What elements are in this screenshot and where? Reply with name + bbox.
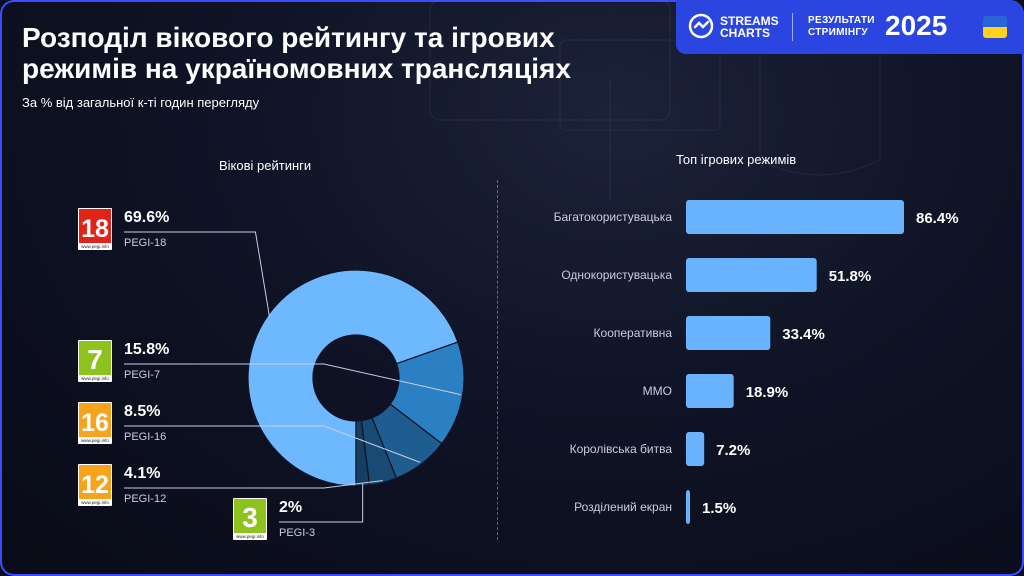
age-ratings-title: Вікові рейтинги — [219, 158, 312, 173]
results-label: РЕЗУЛЬТАТИ СТРИМІНГУ — [808, 15, 875, 39]
page-title: Розподіл вікового рейтингу та ігрових ре… — [22, 22, 571, 84]
age-rating-label: PEGI-3 — [279, 527, 315, 539]
leader-line — [124, 231, 270, 317]
pegi-badge-caption: www.pegi.info — [236, 534, 264, 539]
bar-category-label: Королівська битва — [570, 442, 673, 456]
bar-value-label: 51.8% — [829, 268, 872, 285]
results-line-2: СТРИМІНГУ — [808, 27, 868, 38]
donut-slice-pegi-3 — [355, 419, 371, 487]
bar-3 — [686, 316, 771, 350]
donut-slice-pegi-18 — [247, 269, 459, 487]
ukraine-flag-icon — [983, 16, 1007, 38]
bar-category-label: Розділений екран — [574, 500, 672, 514]
age-rating-label: PEGI-16 — [124, 431, 166, 443]
bar-value-label: 1.5% — [702, 500, 736, 517]
pegi-badge-number: 18 — [81, 215, 109, 243]
pegi-badge-number: 12 — [81, 471, 109, 499]
panel-divider — [497, 180, 498, 540]
age-rating-value: 4.1% — [124, 465, 160, 482]
brand-name: STREAMS CHARTS — [720, 15, 779, 39]
age-rating-value: 2% — [279, 499, 302, 516]
leader-line — [279, 483, 364, 523]
results-line-1: РЕЗУЛЬТАТИ — [808, 15, 875, 26]
bar-1 — [686, 200, 904, 234]
pegi-badge-caption: www.pegi.info — [81, 376, 109, 381]
age-rating-value: 69.6% — [124, 209, 169, 226]
leader-line — [124, 363, 461, 396]
pegi-badge-number: 7 — [87, 344, 103, 375]
bar-value-label: 7.2% — [716, 442, 750, 459]
bar-6 — [686, 490, 690, 524]
bar-value-label: 18.9% — [746, 384, 789, 401]
pegi-badge-number: 3 — [242, 502, 258, 533]
age-rating-value: 15.8% — [124, 341, 169, 358]
age-rating-label: PEGI-18 — [124, 237, 166, 249]
age-rating-label: PEGI-12 — [124, 493, 166, 505]
bar-5 — [686, 432, 705, 466]
brand-line-1: STREAMS — [720, 14, 779, 28]
pegi-badge-caption: www.pegi.info — [81, 244, 109, 249]
brand-line-2: CHARTS — [720, 26, 770, 40]
bar-4 — [686, 374, 734, 408]
results-badge: STREAMS CHARTS РЕЗУЛЬТАТИ СТРИМІНГУ 2025 — [676, 0, 1024, 54]
game-modes-title: Топ ігрових режимів — [676, 152, 797, 167]
pegi-badge-number: 16 — [81, 409, 109, 437]
page-subtitle: За % від загальної к-ті годин перегляду — [22, 95, 260, 110]
bar-category-label: Однокористувацька — [561, 268, 672, 282]
leader-line — [124, 480, 383, 489]
age-rating-label: PEGI-7 — [124, 369, 160, 381]
pegi-badge-caption: www.pegi.info — [81, 500, 109, 505]
age-rating-value: 8.5% — [124, 403, 160, 420]
bar-value-label: 33.4% — [782, 326, 825, 343]
age-rating-donut-chart: 18www.pegi.info69.6%PEGI-187www.pegi.inf… — [78, 208, 465, 540]
game-modes-bar-chart: Багатокористувацька 86.4% Однокористувацьк… — [554, 200, 959, 524]
bar-category-label: MMO — [643, 384, 672, 398]
year-label: 2025 — [885, 10, 948, 41]
bar-2 — [686, 258, 817, 292]
badge-separator — [792, 13, 793, 41]
bar-value-label: 86.4% — [916, 210, 959, 227]
leader-line — [124, 425, 421, 463]
bar-category-label: Кооперативна — [594, 326, 673, 340]
bar-category-label: Багатокористувацька — [554, 210, 673, 224]
streams-charts-logo-icon — [688, 13, 714, 39]
pegi-badge-caption: www.pegi.info — [81, 438, 109, 443]
